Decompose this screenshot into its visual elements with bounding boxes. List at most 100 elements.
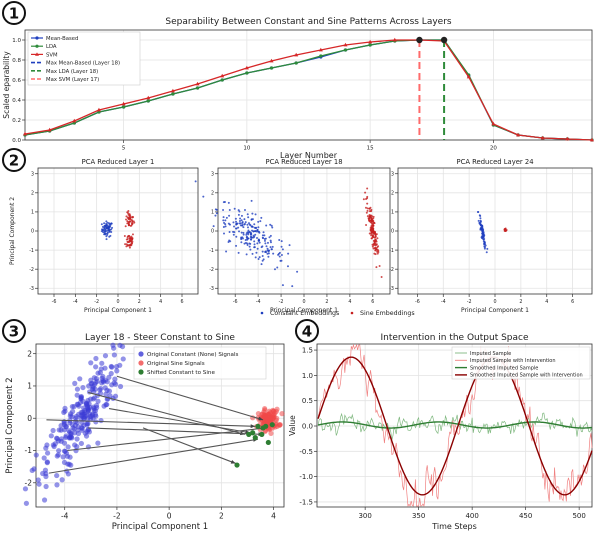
scatter-point: [126, 211, 129, 214]
scatter-point: [91, 395, 98, 401]
axes-frame: [217, 167, 391, 295]
scatter-point: [62, 405, 68, 411]
y-tick-label: -2: [25, 478, 33, 487]
shifted-point: [234, 462, 240, 468]
scatter-point: [228, 223, 231, 226]
x-tick-label: 0: [493, 299, 496, 305]
scatter-point: [223, 232, 226, 235]
scatter-point: [225, 216, 228, 219]
scatter-point: [257, 239, 260, 242]
scatter-point: [271, 245, 274, 248]
scatter-point: [369, 221, 372, 224]
scatter-point: [93, 402, 100, 409]
y-tick-label: -1.5: [299, 498, 313, 506]
scatter-point: [485, 251, 488, 254]
steer-arrow: [67, 427, 266, 452]
arrow-head: [258, 416, 264, 421]
scatter-point: [261, 259, 264, 262]
scatter-point: [224, 225, 227, 228]
scatter-point: [246, 242, 249, 245]
scatter-point: [127, 235, 130, 238]
scatter-point: [238, 222, 241, 225]
x-axis-label: Principal Component 1: [461, 307, 529, 314]
scatter-point: [248, 230, 251, 233]
y-tick-label: 1: [211, 210, 214, 216]
scatter-point: [102, 377, 109, 383]
scatter-point: [104, 228, 107, 231]
scatter-point: [373, 240, 376, 243]
data-point: [269, 58, 274, 63]
scatter-point: [271, 226, 274, 229]
legend-marker: [138, 369, 144, 375]
scatter-point: [370, 222, 373, 225]
scatter-point: [370, 219, 373, 222]
scatter-point: [105, 220, 108, 223]
scatter-point: [128, 246, 131, 249]
panel-label-text: 1: [9, 5, 19, 23]
scatter-point: [101, 225, 104, 228]
scatter-point: [380, 275, 383, 278]
scatter-point: [59, 477, 65, 483]
y-tick-label: 0.2: [12, 118, 21, 124]
scatter-point: [110, 231, 113, 234]
x-tick-label: -4: [256, 299, 261, 305]
scatter-point: [235, 227, 238, 230]
y-tick-label: -1: [29, 248, 34, 254]
scatter-point: [235, 235, 238, 238]
y-tick-label: -1: [209, 248, 214, 254]
scatter-point: [277, 252, 280, 255]
scatter-point: [374, 235, 377, 238]
scatter-point: [89, 411, 96, 417]
scatter-point: [279, 411, 285, 417]
scatter-point: [255, 411, 262, 417]
x-tick-label: -2: [94, 299, 99, 305]
scatter-point: [238, 230, 241, 233]
y-tick-label: 1: [27, 382, 32, 391]
scatter-point: [52, 441, 58, 447]
scatter-point: [222, 225, 225, 228]
scatter-point: [246, 235, 249, 238]
data-point: [195, 81, 200, 86]
scatter-point: [270, 224, 273, 227]
scatter-point: [256, 236, 259, 239]
scatter-point: [95, 440, 101, 446]
scatter-point: [255, 226, 258, 229]
scatter-point: [368, 214, 371, 217]
scatter-point: [376, 237, 379, 240]
x-tick-label: -2: [113, 512, 121, 521]
data-point: [565, 136, 570, 141]
panel-4-line-chart: 300 350 400 450 500 -1.5 -1.0 -0.5 0.0 0.5 1.0 1.5 I…: [288, 333, 593, 531]
scatter-point: [111, 226, 114, 229]
scatter-point: [104, 230, 107, 233]
scatter-point: [253, 243, 256, 246]
x-tick-label: 5: [122, 146, 126, 152]
data-point: [122, 105, 126, 109]
scatter-point: [240, 238, 243, 241]
y-tick-label: 2: [211, 190, 214, 196]
scatter-point: [63, 434, 69, 441]
chart-title: Layer 18 - Steer Constant to Sine: [85, 333, 235, 343]
scatter-point: [108, 235, 111, 238]
scatter-point: [234, 217, 237, 220]
legend-box: [133, 346, 267, 380]
scatter-point: [243, 218, 246, 221]
scatter-point: [238, 210, 241, 213]
scatter-point: [246, 238, 249, 241]
panel-label-text: 4: [302, 323, 312, 341]
scatter-point: [65, 444, 71, 450]
scatter-point: [35, 477, 41, 483]
scatter-point: [108, 228, 111, 231]
scatter-point: [54, 472, 60, 479]
scatter-point: [260, 263, 263, 266]
scatter-point: [280, 240, 283, 243]
scatter-point: [227, 241, 230, 244]
y-tick-label: -2: [209, 267, 214, 273]
scatter-point: [84, 400, 90, 406]
scatter-point: [101, 228, 104, 231]
scatter-point: [370, 217, 373, 220]
scatter-point: [267, 255, 270, 258]
data-point: [343, 48, 348, 52]
scatter-point: [261, 254, 264, 257]
scatter-point: [270, 248, 273, 251]
scatter-point: [86, 429, 92, 435]
